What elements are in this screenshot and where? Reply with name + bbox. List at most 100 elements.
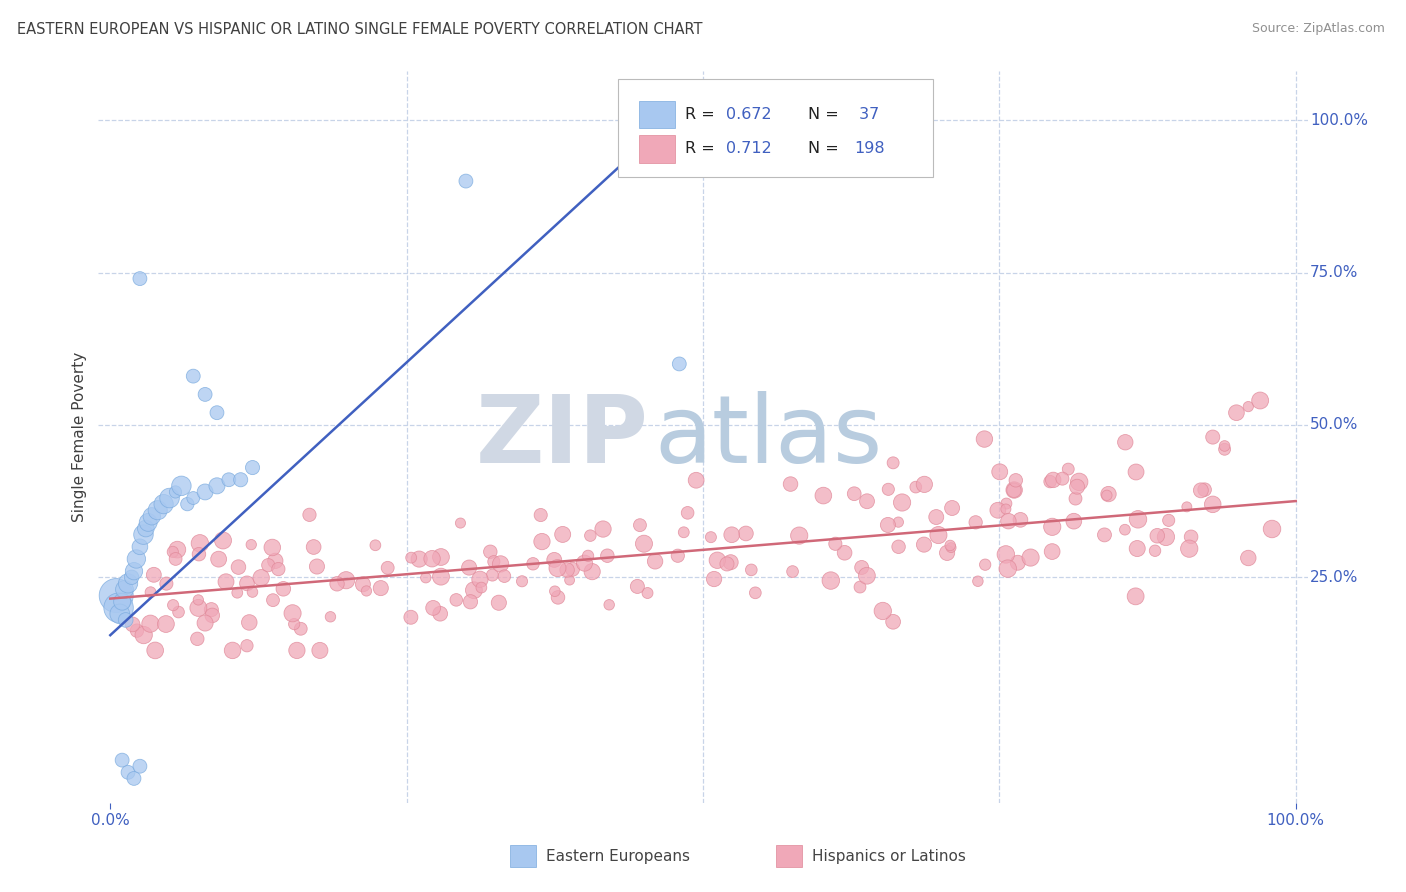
Point [891,495,914,509]
Point [700,530,723,544]
Point [187,593,209,607]
Point [1063,514,1085,528]
Point [129,540,152,554]
Point [1039,475,1062,489]
Point [122,772,145,786]
Point [510,574,533,589]
Point [1095,488,1118,502]
Point [139,585,162,599]
Point [377,561,399,575]
Point [1040,520,1063,534]
Point [262,541,284,555]
Point [422,601,444,615]
Point [200,602,222,616]
Point [283,617,305,632]
Text: 37: 37 [855,107,879,122]
Point [181,491,204,505]
Point [458,560,481,574]
Text: Eastern Europeans: Eastern Europeans [546,848,690,863]
Text: 198: 198 [855,142,884,156]
Point [1178,541,1201,556]
Point [1202,430,1225,444]
Point [181,369,204,384]
Text: Hispanics or Latinos: Hispanics or Latinos [811,848,966,863]
Point [637,586,659,600]
Point [995,497,1018,511]
Point [429,607,451,621]
Point [187,547,209,561]
Point [159,491,181,505]
Point [370,581,392,595]
Point [703,572,725,586]
Text: 25.0%: 25.0% [1310,570,1358,585]
Point [166,542,188,557]
Point [242,585,264,599]
Point [114,582,136,597]
Point [188,536,211,550]
Point [576,549,599,563]
Point [965,516,987,530]
Point [155,576,177,591]
Text: ZIP: ZIP [475,391,648,483]
Point [633,537,655,551]
Point [720,555,742,569]
Point [1069,475,1091,489]
Point [107,600,129,615]
Text: 0.672: 0.672 [725,107,772,122]
Point [1126,512,1149,526]
Point [530,534,553,549]
Point [1004,473,1026,487]
Point [143,643,166,657]
Point [530,508,553,522]
Point [454,174,477,188]
Point [522,557,544,571]
Point [229,473,252,487]
Point [1002,483,1025,498]
Point [356,584,378,599]
Point [925,510,948,524]
Point [470,581,492,595]
Point [598,598,620,612]
Point [415,571,437,585]
Point [167,605,190,619]
Point [1040,544,1063,558]
Point [882,456,904,470]
Point [285,643,308,657]
Point [1007,556,1029,570]
Point [165,552,187,566]
Point [740,563,762,577]
Point [1180,530,1202,544]
Point [1052,472,1074,486]
Point [967,574,990,589]
Point [117,576,139,591]
Point [1261,522,1284,536]
Point [121,617,143,632]
Point [927,528,949,542]
Point [1213,442,1236,457]
Point [813,489,835,503]
Point [226,585,249,599]
Point [146,503,169,517]
Point [399,550,422,565]
Point [887,540,910,554]
Point [820,574,842,588]
Point [236,576,259,591]
Point [449,516,471,530]
Point [1010,513,1032,527]
Point [335,573,357,587]
Point [408,552,430,566]
Point [267,562,290,576]
Point [420,551,443,566]
Point [186,632,208,646]
Point [1057,462,1080,476]
Text: N =: N = [808,107,844,122]
Point [488,596,510,610]
Point [994,502,1017,516]
Point [882,615,904,629]
Point [430,549,453,564]
Point [851,560,873,574]
Point [141,509,163,524]
Point [1066,480,1088,494]
Point [877,518,900,533]
Point [904,480,927,494]
